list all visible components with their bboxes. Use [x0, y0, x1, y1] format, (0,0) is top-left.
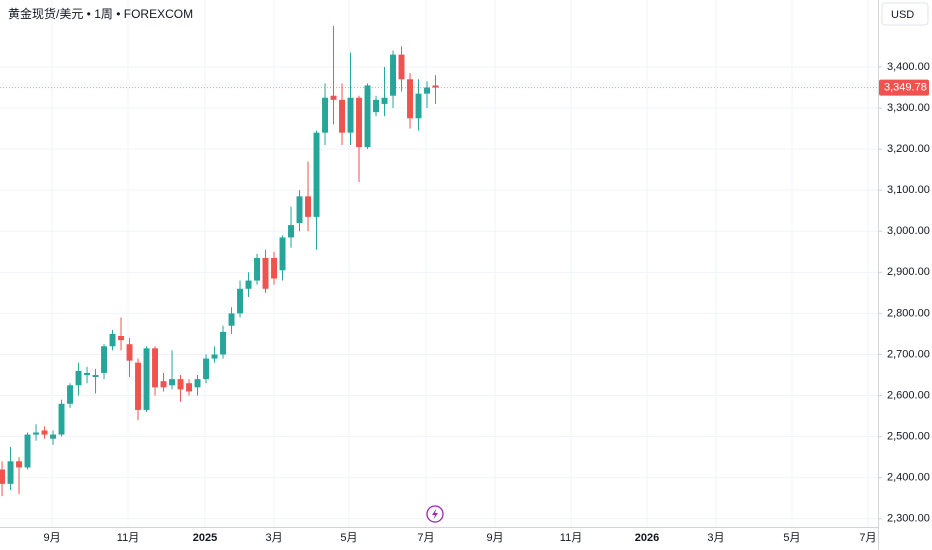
y-tick-label: 2,500.00	[887, 431, 930, 443]
y-tick-label: 3,100.00	[887, 184, 930, 196]
candle-body	[169, 379, 176, 386]
grid	[0, 0, 878, 527]
y-tick-label: 3,000.00	[887, 225, 930, 237]
y-tick-label: 2,800.00	[887, 307, 930, 319]
candle-body	[67, 385, 74, 404]
candle-body	[92, 375, 99, 378]
candle-body	[41, 430, 48, 435]
last-price-box	[879, 79, 929, 96]
currency[interactable]: USD	[891, 9, 914, 21]
last-price-label: 3,349.78	[884, 81, 927, 93]
candle-body	[313, 132, 320, 217]
candle-body	[356, 97, 362, 148]
x-tick-label: 9月	[486, 532, 503, 544]
x-tick-label: 9月	[43, 532, 60, 544]
candle-body	[424, 87, 430, 94]
candle-body	[0, 469, 6, 484]
candle-body	[373, 99, 379, 113]
y-tick-label: 3,400.00	[887, 61, 930, 73]
candle-body	[16, 461, 23, 468]
y-tick-label: 2,900.00	[887, 266, 930, 278]
x-tick-label: 3月	[707, 532, 724, 544]
candle-body	[322, 97, 328, 133]
x-tick-label: 11月	[560, 532, 582, 544]
candle-body	[33, 432, 40, 435]
x-tick-label: 5月	[783, 532, 800, 544]
candle-body	[398, 54, 405, 80]
candle-body	[50, 434, 57, 439]
x-tick-label: 2025	[193, 532, 217, 544]
candle-body	[279, 237, 286, 271]
y-tick-label: 2,300.00	[887, 513, 930, 525]
candle-body	[109, 333, 116, 347]
candle-body	[7, 461, 14, 484]
y-tick-label: 2,600.00	[887, 389, 930, 401]
candle-body	[211, 354, 218, 359]
candle-body	[305, 196, 311, 217]
candle-body	[101, 346, 108, 373]
candle-body	[152, 348, 159, 388]
x-tick-label: 5月	[340, 532, 357, 544]
candle-body	[203, 358, 210, 380]
candle-body	[228, 313, 235, 326]
candle-body	[415, 93, 422, 119]
candle-body	[296, 196, 303, 224]
candle-body	[58, 403, 65, 435]
candle-body	[135, 362, 142, 410]
candle-body	[24, 434, 31, 468]
candle-body	[75, 370, 82, 386]
candle-body	[237, 288, 244, 314]
candle-body	[347, 97, 354, 133]
candle-body	[220, 331, 227, 355]
x-tick-label: 3月	[265, 532, 282, 544]
candle-body	[364, 85, 371, 148]
candle-body	[254, 257, 261, 281]
candle-body	[339, 99, 345, 133]
candle-body	[288, 225, 294, 238]
y-tick-label: 2,400.00	[887, 472, 930, 484]
y-tick-label: 3,300.00	[887, 102, 930, 114]
lightning-icon[interactable]	[426, 505, 444, 523]
candle-body	[381, 97, 388, 104]
currency-button[interactable]	[881, 2, 929, 26]
x-tick-label: 2026	[635, 532, 659, 544]
chart-title: 黄金现货/美元 • 1周 • FOREXCOM	[8, 6, 193, 21]
y-tick-label: 3,200.00	[887, 143, 930, 155]
candle-body	[262, 257, 269, 289]
y-tick-label: 2,700.00	[887, 348, 930, 360]
candle-body	[432, 85, 439, 88]
candle-body	[160, 381, 167, 388]
candle-body	[245, 280, 252, 289]
x-tick-label: 7月	[859, 532, 876, 544]
candle-body	[118, 335, 125, 341]
candle-body	[177, 379, 184, 390]
candle-body	[407, 79, 413, 119]
candle-body	[390, 54, 396, 96]
x-tick-label: 11月	[117, 532, 139, 544]
candle-body	[126, 344, 133, 361]
candle-body	[186, 383, 193, 392]
candle-body	[330, 95, 337, 100]
candle-body	[143, 348, 150, 410]
x-tick-label: 7月	[417, 532, 434, 544]
candle-body	[271, 257, 277, 279]
candle-body	[194, 379, 201, 388]
candle-body	[84, 372, 91, 376]
candles	[0, 25, 439, 497]
